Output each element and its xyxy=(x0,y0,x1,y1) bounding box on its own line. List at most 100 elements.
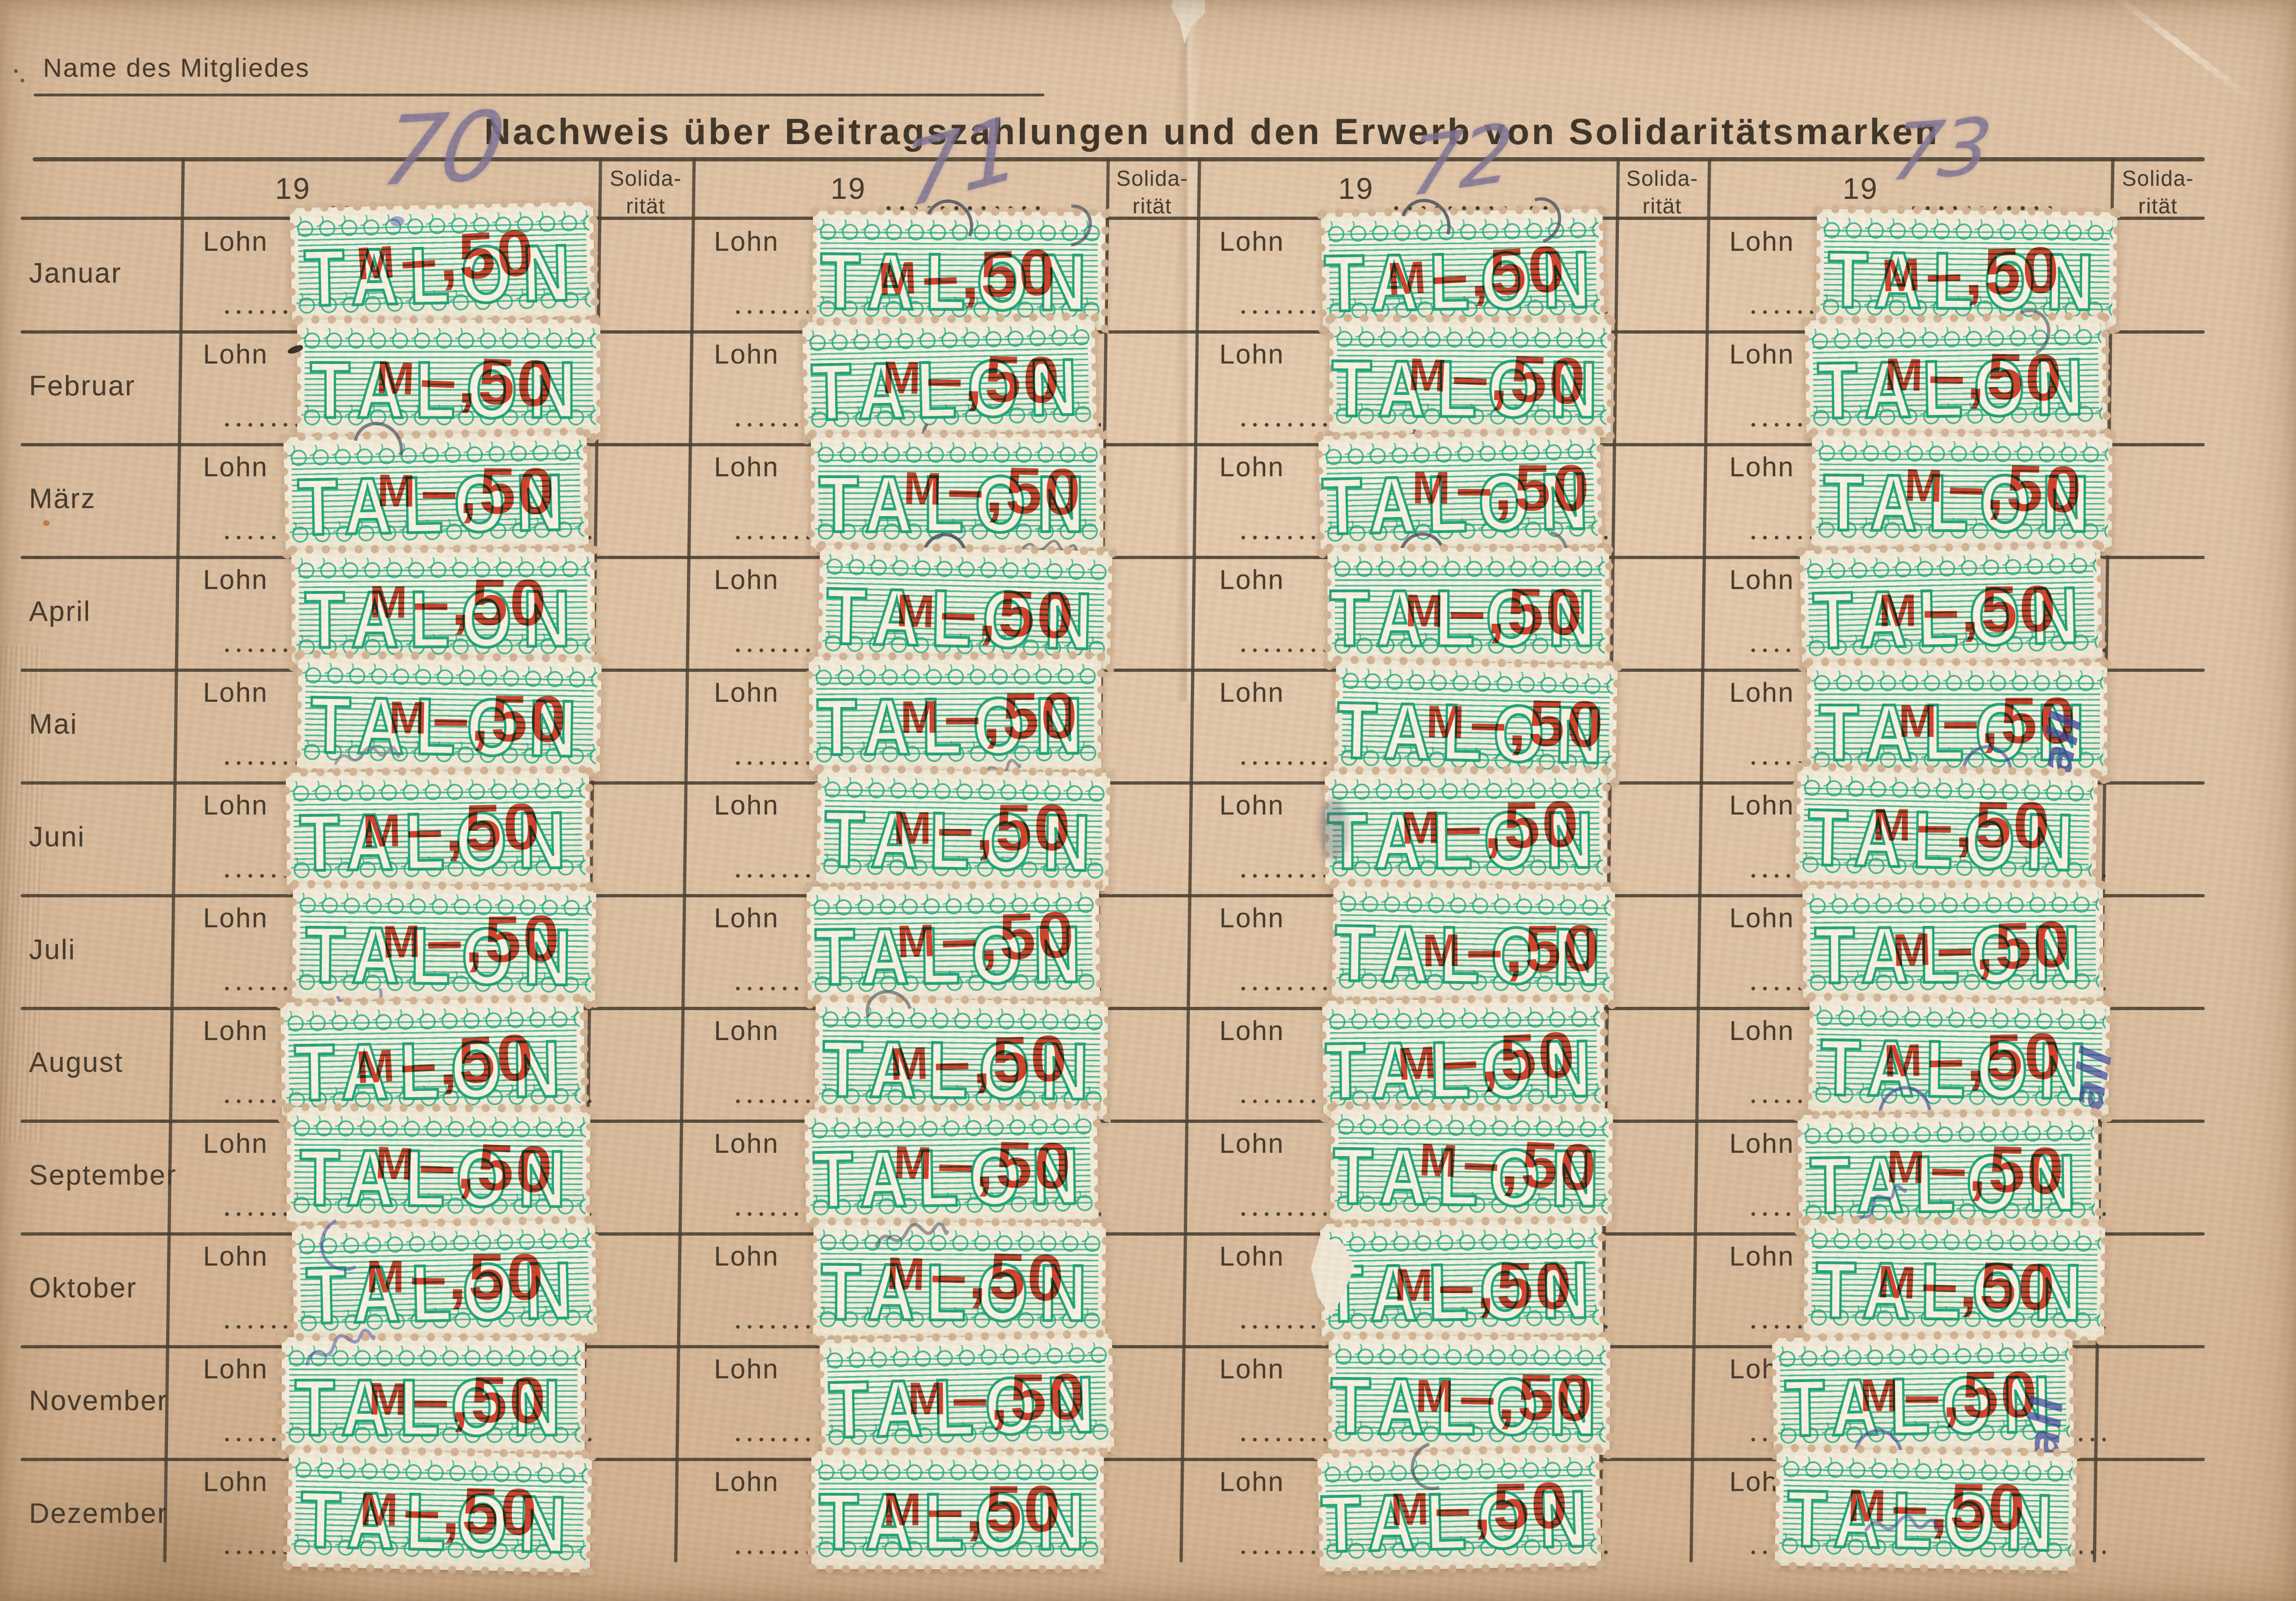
stamp-value-overprint: M –,50 xyxy=(359,1470,539,1550)
talon-stamp: TALON M –,50 xyxy=(1325,769,1607,888)
talon-stamp: TALON M –,50 xyxy=(1800,544,2102,668)
stamp-amount: –,50 xyxy=(413,564,548,641)
wage-label: Lohn xyxy=(1219,677,1284,708)
stamp-currency: M xyxy=(355,235,397,291)
stamp-value-overprint: M –,50 xyxy=(889,1020,1070,1101)
stamp-amount: –,50 xyxy=(1922,571,2058,648)
stamp-currency: M xyxy=(1426,695,1465,749)
talon-stamp: TALON M –,50 xyxy=(807,884,1101,1005)
wage-label: Lohn xyxy=(203,902,268,934)
stamp-amount: –,50 xyxy=(417,1126,556,1208)
wage-label: Lohn xyxy=(714,902,779,934)
talon-stamp: TALON M –,50 xyxy=(1328,1335,1610,1455)
stamp-value-overprint: M –,50 xyxy=(1396,1017,1578,1102)
stamp-value-overprint: M –,50 xyxy=(1891,906,2072,988)
table-top-border xyxy=(33,157,2205,161)
wage-label: Lohn xyxy=(1219,790,1284,821)
month-label: April xyxy=(29,595,91,627)
stamp-value-overprint: M –,50 xyxy=(1407,335,1589,420)
name-underline xyxy=(34,94,1044,96)
stamp-value-overprint: M –,50 xyxy=(1903,446,2085,528)
stamp-value-overprint: M –,50 xyxy=(895,572,1077,654)
stamp-value-overprint: M –,50 xyxy=(382,900,562,979)
stamp-value-overprint: M –,50 xyxy=(1885,1128,2066,1209)
stamp-amount: –,50 xyxy=(936,1125,1073,1204)
stamp-currency: M xyxy=(1883,1033,1923,1087)
wage-label: Lohn xyxy=(203,1241,268,1272)
wage-label: Lohn xyxy=(1219,339,1284,370)
stamp-amount: –,50 xyxy=(944,678,1079,755)
stamp-amount: –,50 xyxy=(929,1236,1067,1316)
month-label: Juli xyxy=(29,933,76,966)
stamp-value-overprint: M –,50 xyxy=(362,788,542,868)
wage-label: Lohn xyxy=(203,451,268,483)
stamp-value-overprint: M –,50 xyxy=(375,339,557,422)
stamp-value-overprint: M –,50 xyxy=(1873,786,2052,863)
stamp-amount: –,50 xyxy=(406,788,542,867)
stamp-amount: –,50 xyxy=(939,574,1076,654)
stamp-currency: M xyxy=(1881,248,1921,303)
talon-stamp: TALON M –,50 xyxy=(1329,318,1611,437)
stamp-amount: –,50 xyxy=(927,1471,1062,1547)
stamp-value-overprint: M –,50 xyxy=(354,214,538,301)
stamp-amount: –,50 xyxy=(1440,1017,1579,1099)
wage-label: Lohn xyxy=(203,677,268,708)
month-label: Dezember xyxy=(29,1497,168,1529)
wage-label: Lohn xyxy=(714,564,779,596)
solidarity-header-line2: rität xyxy=(1619,192,1705,220)
handwritten-year: 70 xyxy=(374,91,510,208)
wage-label: Lohn xyxy=(1219,1015,1284,1047)
wage-label: Lohn xyxy=(203,1128,268,1159)
stamp-currency: M xyxy=(1394,1259,1433,1312)
stamp-amount: –,50 xyxy=(1935,906,2073,986)
stamp-currency: M xyxy=(1903,458,1943,513)
stamp-amount: –,50 xyxy=(1929,1129,2066,1209)
wage-label: Lohn xyxy=(203,564,268,596)
perforation-edge xyxy=(808,1446,1108,1457)
talon-stamp: TALON M –,50 xyxy=(1332,882,1615,1004)
stamp-value-overprint: M –,50 xyxy=(896,896,1077,979)
solidarity-header-line2: rität xyxy=(2114,192,2202,220)
stamp-value-overprint: M –,50 xyxy=(368,1360,548,1438)
paper-tear xyxy=(1168,0,1206,45)
stamp-amount: –,50 xyxy=(410,1238,546,1315)
stamp-currency: M xyxy=(1407,348,1448,402)
stamp-value-overprint: M –,50 xyxy=(369,563,549,640)
paper-crease xyxy=(2097,0,2258,105)
stamp-value-overprint: M –,50 xyxy=(1881,232,2062,313)
stamp-currency: M xyxy=(877,251,918,306)
stamp-amount: –,50 xyxy=(1904,1357,2039,1433)
stamp-value-overprint: M –,50 xyxy=(1400,786,1581,865)
talon-stamp: TALON M –,50 xyxy=(816,768,1110,891)
year-prefix-label: 19 xyxy=(275,171,311,206)
talon-stamp: TALON M –,50 xyxy=(1327,548,1609,666)
stamp-currency: M xyxy=(903,462,942,516)
talon-stamp: TALON M –,50 xyxy=(1774,1448,2077,1571)
stamp-amount: –,50 xyxy=(1920,1245,2058,1326)
name-of-member-label: Name des Mitgliedes xyxy=(43,52,310,83)
perforation-edge xyxy=(288,542,598,555)
column-line xyxy=(1180,158,1201,1563)
stamp-value-overprint: M –,50 xyxy=(908,1359,1087,1436)
talon-stamp: TALON M –,50 xyxy=(819,1333,1114,1457)
membership-card-sheet: Name des Mitgliedes Nachweis über Beitra… xyxy=(0,0,2296,1601)
stamp-amount: –,50 xyxy=(1438,1247,1574,1324)
talon-stamp: TALON M –,50 xyxy=(813,1221,1106,1340)
stamp-amount: –,50 xyxy=(939,896,1077,977)
talon-stamp: TALON M –,50 xyxy=(1795,766,2098,890)
column-line xyxy=(163,158,185,1563)
stamp-amount: –,50 xyxy=(1448,573,1584,650)
stamp-value-overprint: M –,50 xyxy=(374,1124,556,1208)
talon-stamp: TALON M –,50 all xyxy=(1772,1333,2074,1456)
month-label: Oktober xyxy=(29,1272,137,1304)
talon-stamp: TALON M –,50 xyxy=(290,202,595,326)
stamp-amount: –,50 xyxy=(1461,1123,1600,1206)
stamp-value-overprint: M –,50 xyxy=(1404,572,1584,650)
stamp-currency: M xyxy=(889,1037,929,1091)
speck xyxy=(21,79,24,82)
month-label: Juni xyxy=(29,821,85,853)
stamp-value-overprint: M –,50 xyxy=(1412,449,1591,526)
wage-label: Lohn xyxy=(203,1354,268,1385)
wage-label: Lohn xyxy=(714,1354,779,1385)
stamp-amount: –,50 xyxy=(420,452,556,530)
